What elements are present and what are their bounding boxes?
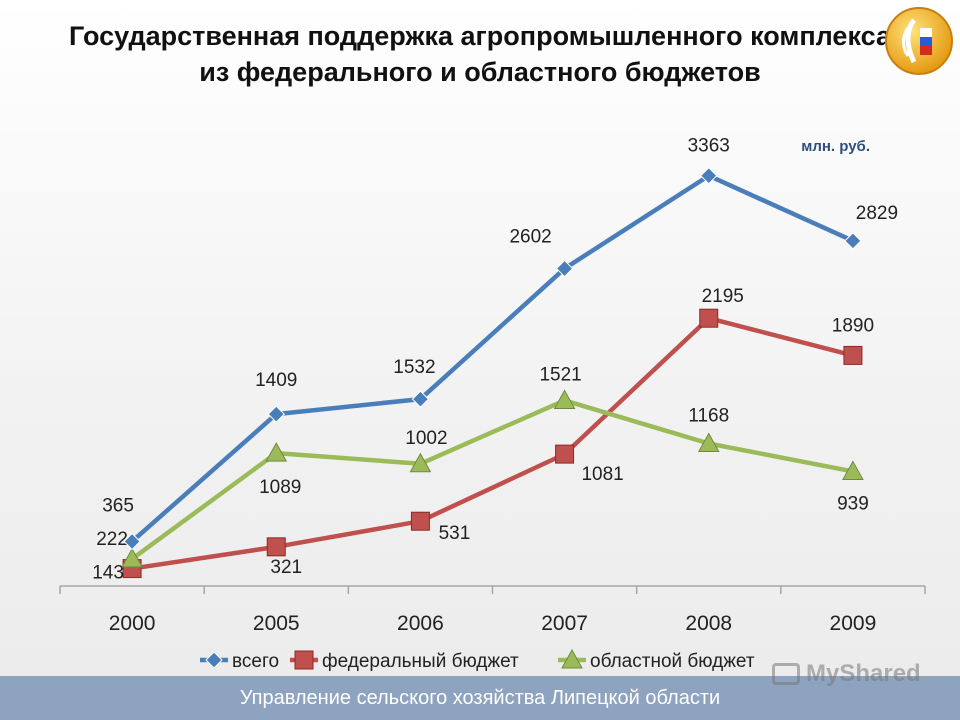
slide-title: Государственная поддержка агропромышленн… — [69, 21, 891, 87]
x-tick-label: 2009 — [830, 612, 877, 635]
data-label-federal: 1081 — [581, 464, 623, 485]
legend-federal-marker — [294, 650, 314, 670]
series-regional-marker — [842, 460, 864, 480]
data-label-federal: 531 — [439, 523, 471, 544]
data-label-total: 1409 — [255, 370, 297, 391]
series-regional-marker — [409, 452, 432, 473]
watermark-text: MyShared — [806, 660, 921, 687]
series-regional-marker — [553, 389, 576, 409]
series-total-marker — [123, 532, 141, 551]
data-label-total: 3363 — [688, 136, 730, 157]
series-line-total — [130, 173, 854, 544]
series-regional-marker — [697, 432, 720, 453]
data-label-regional: 1521 — [539, 364, 581, 385]
data-label-total: 1532 — [393, 357, 435, 378]
series-federal-marker — [555, 444, 575, 464]
series-line-regional — [130, 398, 854, 561]
data-label-federal: 143 — [92, 563, 124, 584]
series-total-marker — [411, 390, 430, 408]
data-label-federal: 1890 — [832, 315, 874, 336]
x-tick-label: 2007 — [541, 612, 588, 635]
series-total-marker — [555, 259, 574, 278]
data-label-total: 365 — [102, 495, 134, 516]
series-federal-marker — [843, 345, 863, 365]
x-tick-label: 2005 — [253, 612, 300, 635]
x-tick-label: 2008 — [685, 612, 732, 635]
monitor-icon — [772, 663, 800, 685]
x-tick-label: 2000 — [109, 612, 156, 635]
data-label-total: 2602 — [509, 227, 551, 248]
series-total-marker — [700, 167, 718, 185]
series-federal-marker — [266, 537, 286, 557]
series-federal-marker — [410, 511, 430, 531]
line-chart: 2000 2005 2006 2007 2008 2009 143 321 531 1081 219… — [59, 136, 926, 672]
wheat-emblem-icon — [885, 7, 953, 75]
legend-label-federal: федеральный бюджет — [322, 651, 519, 672]
series-regional-marker — [121, 547, 143, 568]
watermark: MyShared — [772, 656, 921, 692]
units-label: млн. руб. — [801, 138, 870, 155]
footer-banner: Управление сельского хозяйства Липецкой … — [0, 676, 960, 720]
data-label-regional: 1168 — [688, 406, 729, 427]
series-total-marker — [844, 232, 862, 250]
data-label-federal: 2195 — [702, 286, 744, 307]
data-label-regional: 222 — [96, 529, 128, 550]
series-total-marker — [267, 405, 285, 423]
legend-total-marker — [205, 651, 223, 669]
legend-regional-marker — [561, 648, 583, 669]
series-federal-marker — [699, 308, 719, 328]
data-label-regional: 1002 — [405, 428, 447, 449]
data-label-federal: 321 — [270, 557, 302, 578]
data-label-regional: 1089 — [259, 477, 301, 498]
data-label-regional: 939 — [837, 493, 869, 514]
data-label-total: 2829 — [856, 203, 898, 224]
series-regional-marker — [265, 442, 288, 462]
legend-label-regional: областной бюджет — [590, 651, 755, 672]
series-line-federal — [131, 315, 854, 571]
x-tick-label: 2006 — [397, 612, 444, 635]
legend-label-total: всего — [232, 651, 279, 672]
